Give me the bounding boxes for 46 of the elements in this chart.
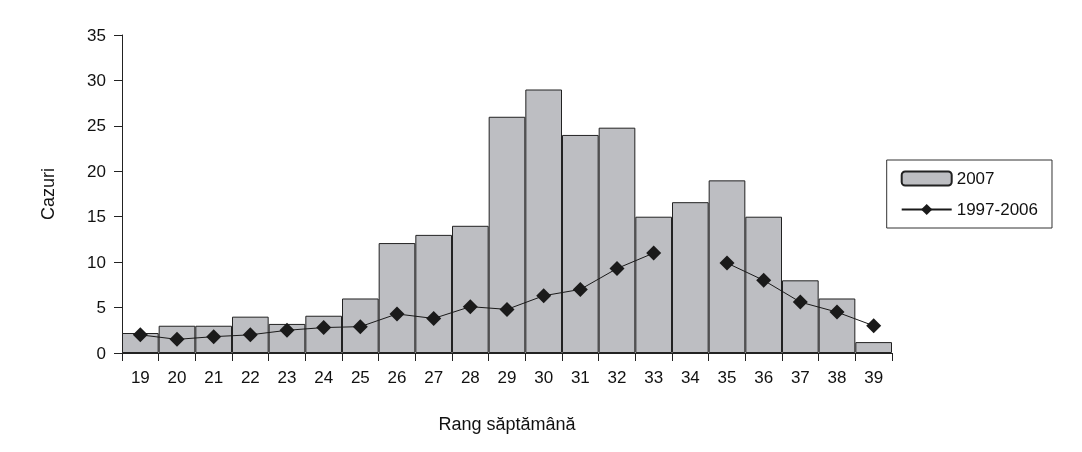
point	[536, 288, 552, 304]
point	[426, 310, 442, 326]
x-tick-label: 38	[827, 368, 847, 387]
y-tick-label: 5	[96, 298, 106, 318]
point	[609, 261, 625, 276]
x-tick-label: 39	[864, 368, 884, 387]
x-tick-label: 25	[350, 368, 370, 387]
point	[866, 318, 882, 334]
legend-label: 1997-2006	[956, 200, 1039, 219]
y-tick-label: 10	[87, 252, 106, 272]
y-axis-title: Cazuri	[38, 167, 58, 221]
x-tick-label: 35	[717, 368, 737, 387]
x-tick-label: 24	[314, 368, 334, 387]
point	[462, 299, 478, 315]
x-tick-label: 26	[387, 368, 407, 387]
x-tick-label: 34	[680, 368, 700, 387]
y-tick-label: 20	[87, 161, 106, 181]
y-tick-label: 15	[87, 207, 106, 227]
y-tick-label: 35	[87, 25, 106, 45]
y-tick-label: 25	[87, 116, 106, 136]
point	[829, 304, 845, 320]
x-axis-title: Rang săptămână	[438, 414, 577, 434]
point	[792, 294, 808, 310]
x-tick-label: 19	[130, 368, 150, 387]
x-tick-label: 22	[240, 368, 260, 387]
y-tick-label: 0	[96, 343, 106, 363]
x-tick-label: 36	[754, 368, 774, 387]
x-tick-label: 21	[204, 368, 224, 387]
x-tick-label: 32	[607, 368, 627, 387]
x-tick-label: 20	[167, 368, 187, 387]
x-tick-label: 29	[497, 368, 517, 387]
x-tick-label: 28	[460, 368, 480, 387]
x-tick-label: 23	[277, 368, 297, 387]
point	[756, 272, 772, 288]
x-tick-label: 30	[534, 368, 554, 387]
x-tick-label: 27	[424, 368, 444, 387]
point	[719, 255, 735, 271]
point	[389, 306, 405, 322]
x-tick-label: 37	[790, 368, 810, 387]
point	[499, 301, 515, 317]
legend-label: 2007	[956, 169, 995, 188]
x-tick-label: 33	[644, 368, 664, 387]
x-tick-label: 31	[570, 368, 590, 387]
point	[646, 245, 662, 261]
point	[572, 281, 588, 297]
y-tick-label: 30	[87, 70, 106, 90]
